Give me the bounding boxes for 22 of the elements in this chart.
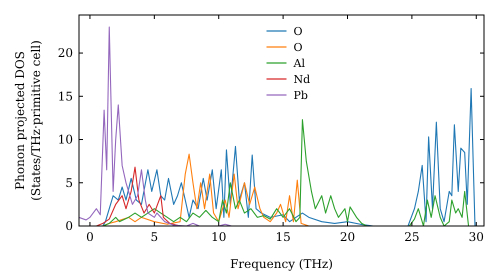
x-tick-label: 30 xyxy=(468,230,484,244)
line-series xyxy=(102,88,476,226)
y-tick-label: 20 xyxy=(58,46,73,60)
x-tick-label: 25 xyxy=(404,230,420,244)
y-tick-label: 5 xyxy=(65,176,73,190)
legend-label: O xyxy=(294,41,303,54)
x-axis-title: Frequency (THz) xyxy=(230,257,333,271)
x-tick-label: 5 xyxy=(150,230,158,244)
y-tick-label: 0 xyxy=(65,219,73,233)
line-series xyxy=(79,26,232,226)
legend-label: Nd xyxy=(294,73,310,86)
x-tick-label: 15 xyxy=(275,230,291,244)
legend-label: Pb xyxy=(294,89,308,102)
y-axis-title: Phonon projected DOS (States/THz·primitive cell) xyxy=(13,40,43,201)
legend-label: Al xyxy=(292,57,306,70)
x-tick-label: 0 xyxy=(86,230,94,244)
legend-label: O xyxy=(294,25,303,38)
line-series xyxy=(102,119,470,226)
x-tick-label: 20 xyxy=(340,230,356,244)
y-tick-label: 15 xyxy=(58,89,73,104)
y-tick-label: 10 xyxy=(58,132,73,147)
x-tick-label: 10 xyxy=(211,230,226,244)
